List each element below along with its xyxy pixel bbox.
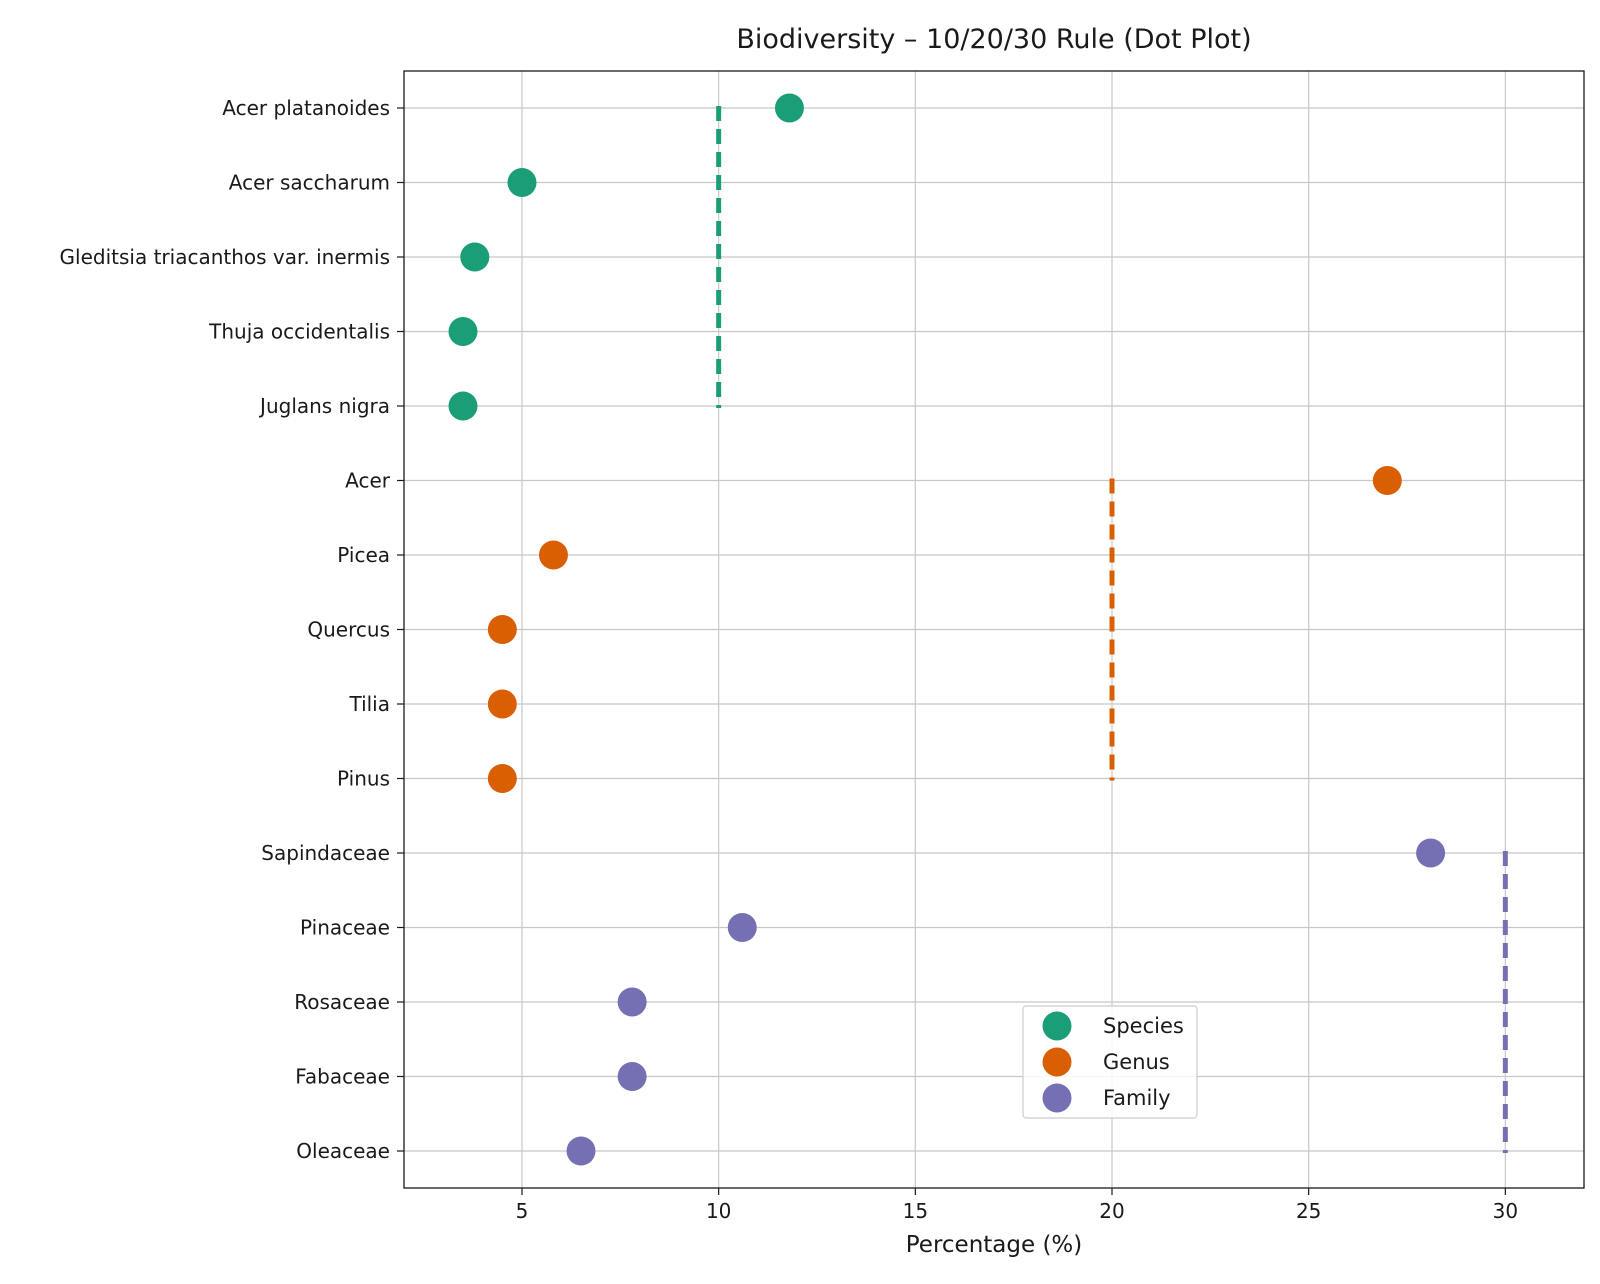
y-tick-label: Acer saccharum: [229, 171, 390, 195]
data-point-genus: [538, 540, 568, 570]
data-point-genus: [487, 689, 517, 719]
x-tick-label: 10: [706, 1199, 731, 1223]
y-tick-label: Acer platanoides: [222, 96, 390, 120]
y-tick-label: Pinus: [337, 767, 390, 791]
x-axis-label: Percentage (%): [906, 1232, 1083, 1258]
data-point-family: [617, 1062, 647, 1091]
y-tick-label: Fabaceae: [295, 1065, 390, 1089]
legend-label-genus: Genus: [1103, 1050, 1170, 1074]
data-point-species: [448, 391, 478, 421]
legend-label-species: Species: [1103, 1014, 1184, 1038]
data-point-species: [460, 242, 490, 272]
y-tick-label: Tilia: [348, 692, 390, 716]
y-tick-label: Quercus: [307, 618, 390, 642]
legend-marker-genus: [1042, 1047, 1072, 1077]
x-tick-label: 15: [903, 1199, 928, 1223]
chart-title: Biodiversity – 10/20/30 Rule (Dot Plot): [736, 24, 1251, 55]
threshold-lines: [716, 106, 1508, 1153]
x-axis-ticks: 5 10 15 20 25 30: [516, 1188, 1518, 1223]
legend: Species Genus Family: [1022, 1005, 1198, 1119]
data-point-species: [507, 168, 537, 197]
y-tick-label: Acer: [345, 469, 391, 493]
data-points: [448, 93, 1446, 1166]
y-tick-label: Gleditsia triacanthos var. inermis: [60, 245, 390, 269]
legend-label-family: Family: [1103, 1086, 1171, 1110]
y-axis-ticks: Acer platanoides Acer saccharum Gleditsia …: [60, 96, 404, 1163]
y-tick-label: Rosaceae: [294, 990, 390, 1014]
data-point-family: [727, 913, 757, 942]
y-tick-label: Thuja occidentalis: [208, 320, 390, 344]
data-point-species: [774, 93, 804, 123]
data-point-family: [1416, 838, 1446, 868]
y-tick-label: Pinaceae: [300, 916, 390, 940]
data-point-family: [566, 1136, 596, 1166]
x-tick-label: 30: [1493, 1199, 1518, 1223]
data-point-genus: [487, 764, 517, 793]
y-tick-label: Oleaceae: [296, 1139, 390, 1163]
data-point-genus: [487, 615, 517, 644]
y-tick-label: Juglans nigra: [258, 394, 390, 418]
x-tick-label: 5: [516, 1199, 529, 1223]
grid-lines: [404, 71, 1584, 1188]
data-point-family: [617, 987, 647, 1017]
data-point-species: [448, 317, 478, 346]
y-tick-label: Sapindaceae: [261, 841, 390, 865]
legend-marker-family: [1042, 1083, 1072, 1113]
x-tick-label: 20: [1099, 1199, 1124, 1223]
legend-marker-species: [1042, 1011, 1072, 1041]
y-tick-label: Picea: [337, 543, 390, 567]
data-point-genus: [1372, 466, 1402, 495]
x-tick-label: 25: [1296, 1199, 1321, 1223]
